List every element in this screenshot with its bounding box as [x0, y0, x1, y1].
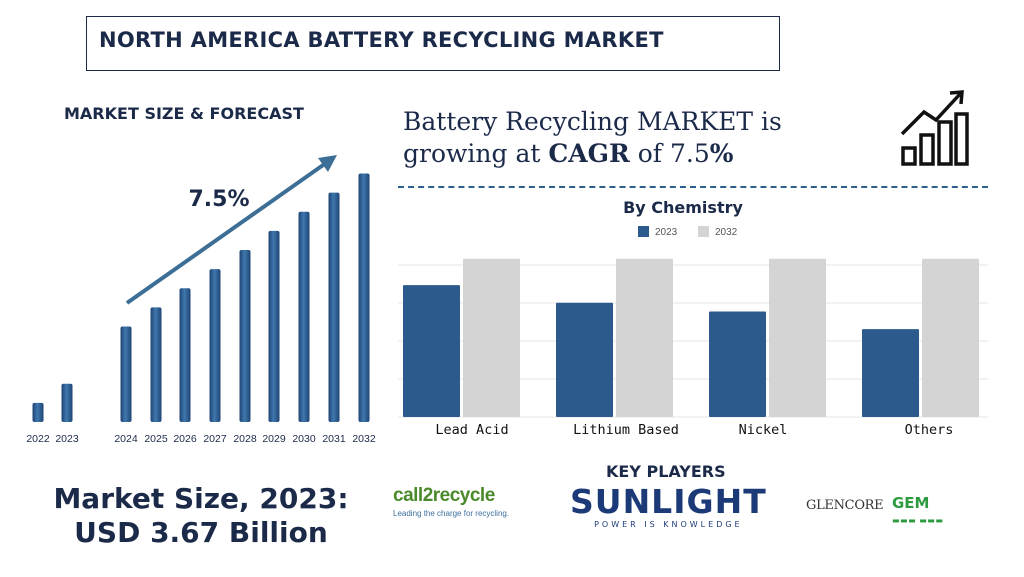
forecast-tick-2027: 2027	[203, 433, 227, 445]
gem-logo: GEM ▬▬▬ ▬▬▬	[892, 494, 943, 525]
gem-name: GEM	[892, 494, 930, 512]
forecast-bar-2026	[179, 288, 191, 422]
chemistry-bar-lithium-based-2032	[616, 258, 673, 417]
chemistry-tick-lithium-based: Lithium Based	[573, 422, 679, 438]
sunlight-logo: SUNLIGHT POWER IS KNOWLEDGE	[570, 482, 767, 530]
forecast-bar-2023	[61, 383, 73, 422]
call2recycle-name: call2recycle	[393, 485, 495, 506]
forecast-heading: MARKET SIZE & FORECAST	[64, 104, 304, 123]
chemistry-bar-lead-acid-2032	[463, 258, 520, 417]
section-divider	[398, 186, 988, 188]
call2recycle-tagline: Leading the charge for recycling.	[393, 509, 510, 518]
chemistry-chart: By Chemistry 2023 2032 Lead Acid Lithium B…	[398, 198, 988, 438]
market-size-line-2: USD 3.67 Billion	[74, 516, 328, 549]
growth-text-1: Battery Recycling MARKET is growing at	[403, 107, 782, 168]
forecast-bar-2031	[328, 192, 340, 422]
sunlight-name: SUNLIGHT	[570, 482, 767, 521]
forecast-tick-2024: 2024	[114, 433, 138, 445]
legend-swatch-2023	[638, 226, 649, 237]
forecast-tick-2028: 2028	[233, 433, 257, 445]
forecast-tick-2031: 2031	[322, 433, 346, 445]
forecast-tick-2022: 2022	[26, 433, 50, 445]
market-size-summary: Market Size, 2023: USD 3.67 Billion	[46, 482, 356, 550]
growth-chart-icon	[900, 90, 969, 166]
chemistry-bar-others-2032	[922, 258, 979, 417]
forecast-tick-2030: 2030	[292, 433, 316, 445]
forecast-tick-2023: 2023	[55, 433, 79, 445]
cagr-label: 7.5%	[188, 187, 249, 212]
chemistry-bar-others-2023	[862, 329, 919, 417]
legend-swatch-2032	[698, 226, 709, 237]
title-banner: NORTH AMERICA BATTERY RECYCLING MARKET	[86, 16, 780, 71]
chemistry-tick-nickel: Nickel	[739, 422, 788, 438]
growth-arrow-line	[125, 161, 328, 305]
call2recycle-logo: call2recycle Leading the charge for recy…	[393, 485, 509, 518]
chemistry-tick-others: Others	[905, 422, 954, 438]
sunlight-tagline: POWER IS KNOWLEDGE	[594, 520, 743, 529]
chemistry-bar-nickel-2032	[769, 258, 826, 417]
key-players-heading: KEY PLAYERS	[606, 462, 726, 481]
market-size-line-1: Market Size, 2023:	[53, 482, 349, 515]
growth-percent-sign: %	[709, 139, 734, 168]
chemistry-bar-lead-acid-2023	[403, 285, 460, 417]
forecast-bar-2029	[268, 230, 280, 422]
forecast-tick-2029: 2029	[262, 433, 286, 445]
forecast-bar-2032	[358, 173, 370, 422]
legend-label-2023: 2023	[655, 227, 678, 238]
gem-subtext-graphic: ▬▬▬ ▬▬▬	[892, 516, 944, 525]
growth-arrow-head	[318, 155, 337, 172]
forecast-chart: 2022 2023 2024 2025 2026 2027 2028 2029 2030 2031…	[26, 155, 376, 445]
growth-text-2: of 7.5	[629, 139, 710, 168]
chemistry-chart-title: By Chemistry	[623, 198, 743, 217]
chemistry-bar-nickel-2023	[709, 311, 766, 417]
chemistry-tick-lead-acid: Lead Acid	[435, 422, 508, 438]
growth-cagr-word: CAGR	[548, 139, 630, 168]
forecast-tick-2025: 2025	[144, 433, 168, 445]
glencore-logo: GLENCORE	[806, 498, 884, 513]
growth-statement: Battery Recycling MARKET is growing at C…	[403, 106, 823, 170]
forecast-bar-2022	[32, 402, 44, 422]
forecast-tick-2032: 2032	[352, 433, 376, 445]
forecast-bar-2025	[150, 307, 162, 422]
page-title: NORTH AMERICA BATTERY RECYCLING MARKET	[99, 28, 664, 52]
chemistry-bar-lithium-based-2023	[556, 302, 613, 417]
forecast-bar-2028	[239, 250, 251, 422]
forecast-bar-2030	[298, 211, 310, 422]
forecast-bar-2024	[120, 326, 132, 422]
forecast-bar-2027	[209, 269, 221, 422]
forecast-tick-2026: 2026	[173, 433, 197, 445]
legend-label-2032: 2032	[715, 227, 738, 238]
